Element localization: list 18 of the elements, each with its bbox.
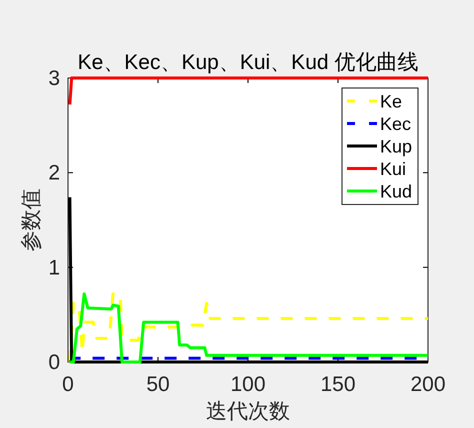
y-axis-title: 参数值 bbox=[20, 188, 43, 252]
line-series bbox=[68, 292, 430, 364]
x-tick-label: 100 bbox=[230, 373, 266, 396]
legend-label: Kup bbox=[380, 136, 412, 156]
legend-label: Kud bbox=[380, 182, 412, 202]
y-tick-label: 0 bbox=[48, 351, 60, 374]
y-tick-label: 3 bbox=[48, 67, 60, 90]
legend-label: Ke bbox=[380, 92, 402, 112]
x-tick-label: 150 bbox=[320, 373, 356, 396]
x-tick-label: 200 bbox=[410, 373, 446, 396]
legend-label: Kec bbox=[380, 114, 412, 134]
x-tick-label: 50 bbox=[146, 373, 170, 396]
y-tick-label: 1 bbox=[48, 256, 60, 280]
legend-label: Kui bbox=[380, 159, 406, 179]
x-axis-title: 迭代次数 bbox=[206, 400, 290, 423]
chart-title: Ke、Kec、Kup、Kui、Kud 优化曲线 bbox=[78, 51, 418, 74]
y-tick-label: 2 bbox=[48, 162, 60, 185]
x-tick-label: 0 bbox=[62, 373, 74, 396]
